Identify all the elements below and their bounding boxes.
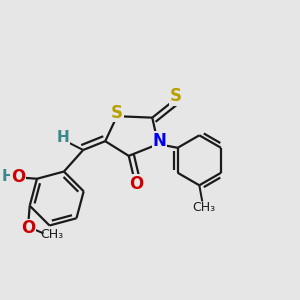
Text: CH₃: CH₃ xyxy=(40,228,63,242)
Text: O: O xyxy=(129,175,143,193)
Text: S: S xyxy=(170,88,182,106)
Text: CH₃: CH₃ xyxy=(192,201,215,214)
Text: S: S xyxy=(111,104,123,122)
Text: H: H xyxy=(1,169,14,184)
Text: O: O xyxy=(11,168,25,186)
Text: H: H xyxy=(56,130,69,145)
Text: N: N xyxy=(153,132,166,150)
Text: O: O xyxy=(21,219,35,237)
